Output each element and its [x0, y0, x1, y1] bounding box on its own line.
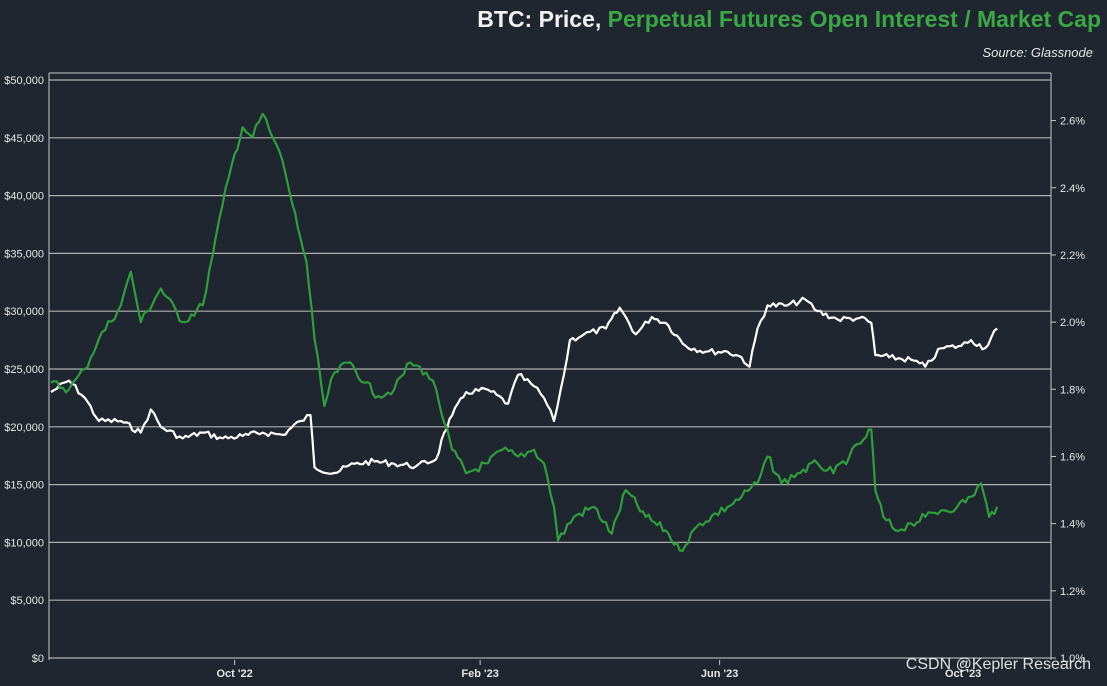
x-tick-label: Jun '23 — [701, 668, 738, 680]
right-tick-label: 2.6% — [1060, 116, 1085, 128]
title-open-interest: Perpetual Futures Open Interest / Market… — [607, 6, 1101, 32]
left-tick-label: $35,000 — [4, 248, 44, 260]
x-tick-label: Feb '23 — [461, 668, 498, 680]
left-tick-label: $40,000 — [4, 191, 44, 203]
x-tick-label: Oct '23 — [945, 668, 981, 680]
left-tick-label: $5,000 — [10, 595, 44, 607]
left-tick-label: $0 — [32, 653, 44, 665]
left-tick-label: $20,000 — [4, 422, 44, 434]
right-tick-label: 2.2% — [1060, 250, 1085, 262]
left-tick-label: $30,000 — [4, 306, 44, 318]
right-tick-label: 1.6% — [1060, 451, 1085, 463]
watermark: CSDN @Kepler Research — [905, 656, 1091, 673]
open-interest-series — [50, 112, 999, 552]
price-series — [50, 296, 998, 475]
right-axis: 1.0% 1.2% 1.4% 1.6% 1.8% 2.0% 2.2% 2.4% 2.6% — [1051, 116, 1085, 665]
chart-title: BTC: Price, Perpetual Futures Open Inter… — [477, 6, 1101, 33]
left-tick-label: $45,000 — [4, 133, 44, 145]
x-tick-label: Oct '22 — [216, 668, 252, 680]
right-tick-label: 2.4% — [1060, 183, 1085, 195]
right-tick-label: 1.0% — [1060, 653, 1085, 665]
grid-lines — [48, 72, 1052, 660]
left-tick-label: $10,000 — [4, 537, 44, 549]
left-tick-label: $15,000 — [4, 480, 44, 492]
left-tick-label: $25,000 — [4, 364, 44, 376]
right-tick-label: 1.2% — [1060, 586, 1085, 598]
right-tick-label: 2.0% — [1060, 317, 1085, 329]
right-tick-label: 1.8% — [1060, 384, 1085, 396]
title-price: BTC: Price, — [477, 6, 602, 32]
left-axis: $0 $5,000 $10,000 $15,000 $20,000 $25,000 $30,… — [4, 75, 44, 665]
x-axis: Oct '22 Feb '23 Jun '23 Oct '23 — [216, 660, 981, 680]
left-tick-label: $50,000 — [4, 75, 44, 87]
price-line — [50, 296, 998, 475]
right-tick-label: 1.4% — [1060, 519, 1085, 531]
source-note: Source: Glassnode — [982, 45, 1093, 60]
series-layer — [50, 112, 999, 552]
open-interest-line — [50, 112, 999, 552]
